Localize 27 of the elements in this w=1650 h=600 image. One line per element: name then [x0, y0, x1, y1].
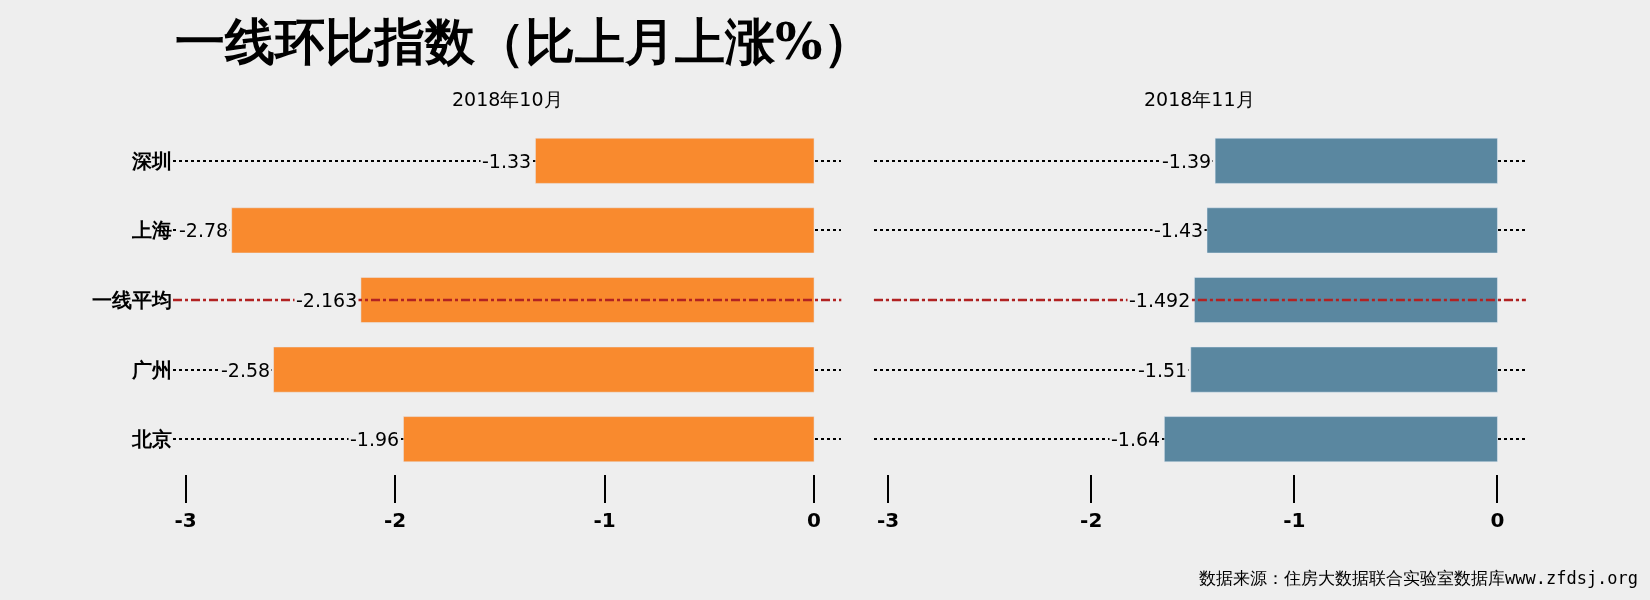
x-tick-label: 0 [1490, 508, 1505, 532]
data-label: -2.78 [179, 219, 229, 241]
data-label: -1.33 [482, 150, 532, 172]
data-label: -2.163 [296, 289, 358, 311]
source-note: 数据来源：住房大数据联合实验室数据库www.zfdsj.org [1199, 568, 1639, 588]
y-tick-label: 上海 [131, 218, 172, 243]
y-tick-label: 深圳 [131, 148, 172, 173]
data-label: -1.64 [1111, 428, 1161, 450]
y-tick-label: 北京 [131, 427, 172, 452]
chart-subtitle: 2018年10月 [452, 88, 563, 110]
chart-subtitle: 2018年11月 [1144, 88, 1255, 110]
x-tick-label: -2 [1080, 508, 1103, 532]
data-label: -1.492 [1129, 289, 1191, 311]
y-tick-label: 广州 [131, 357, 172, 382]
y-tick-label: 一线平均 [92, 288, 172, 312]
x-tick-label: -3 [877, 508, 900, 532]
x-tick-label: -2 [383, 508, 407, 532]
data-label: -1.51 [1138, 359, 1188, 381]
x-tick-label: 0 [807, 508, 822, 532]
x-tick-label: -3 [174, 508, 197, 532]
data-label: -2.58 [221, 359, 271, 381]
x-tick-label: -1 [593, 508, 616, 532]
data-label: -1.43 [1154, 219, 1204, 241]
x-tick-label: -1 [1283, 508, 1306, 532]
data-label: -1.96 [350, 428, 400, 450]
chart-title: 一线环比指数（比上月上涨%） [175, 12, 873, 71]
data-label: -1.39 [1162, 150, 1212, 172]
